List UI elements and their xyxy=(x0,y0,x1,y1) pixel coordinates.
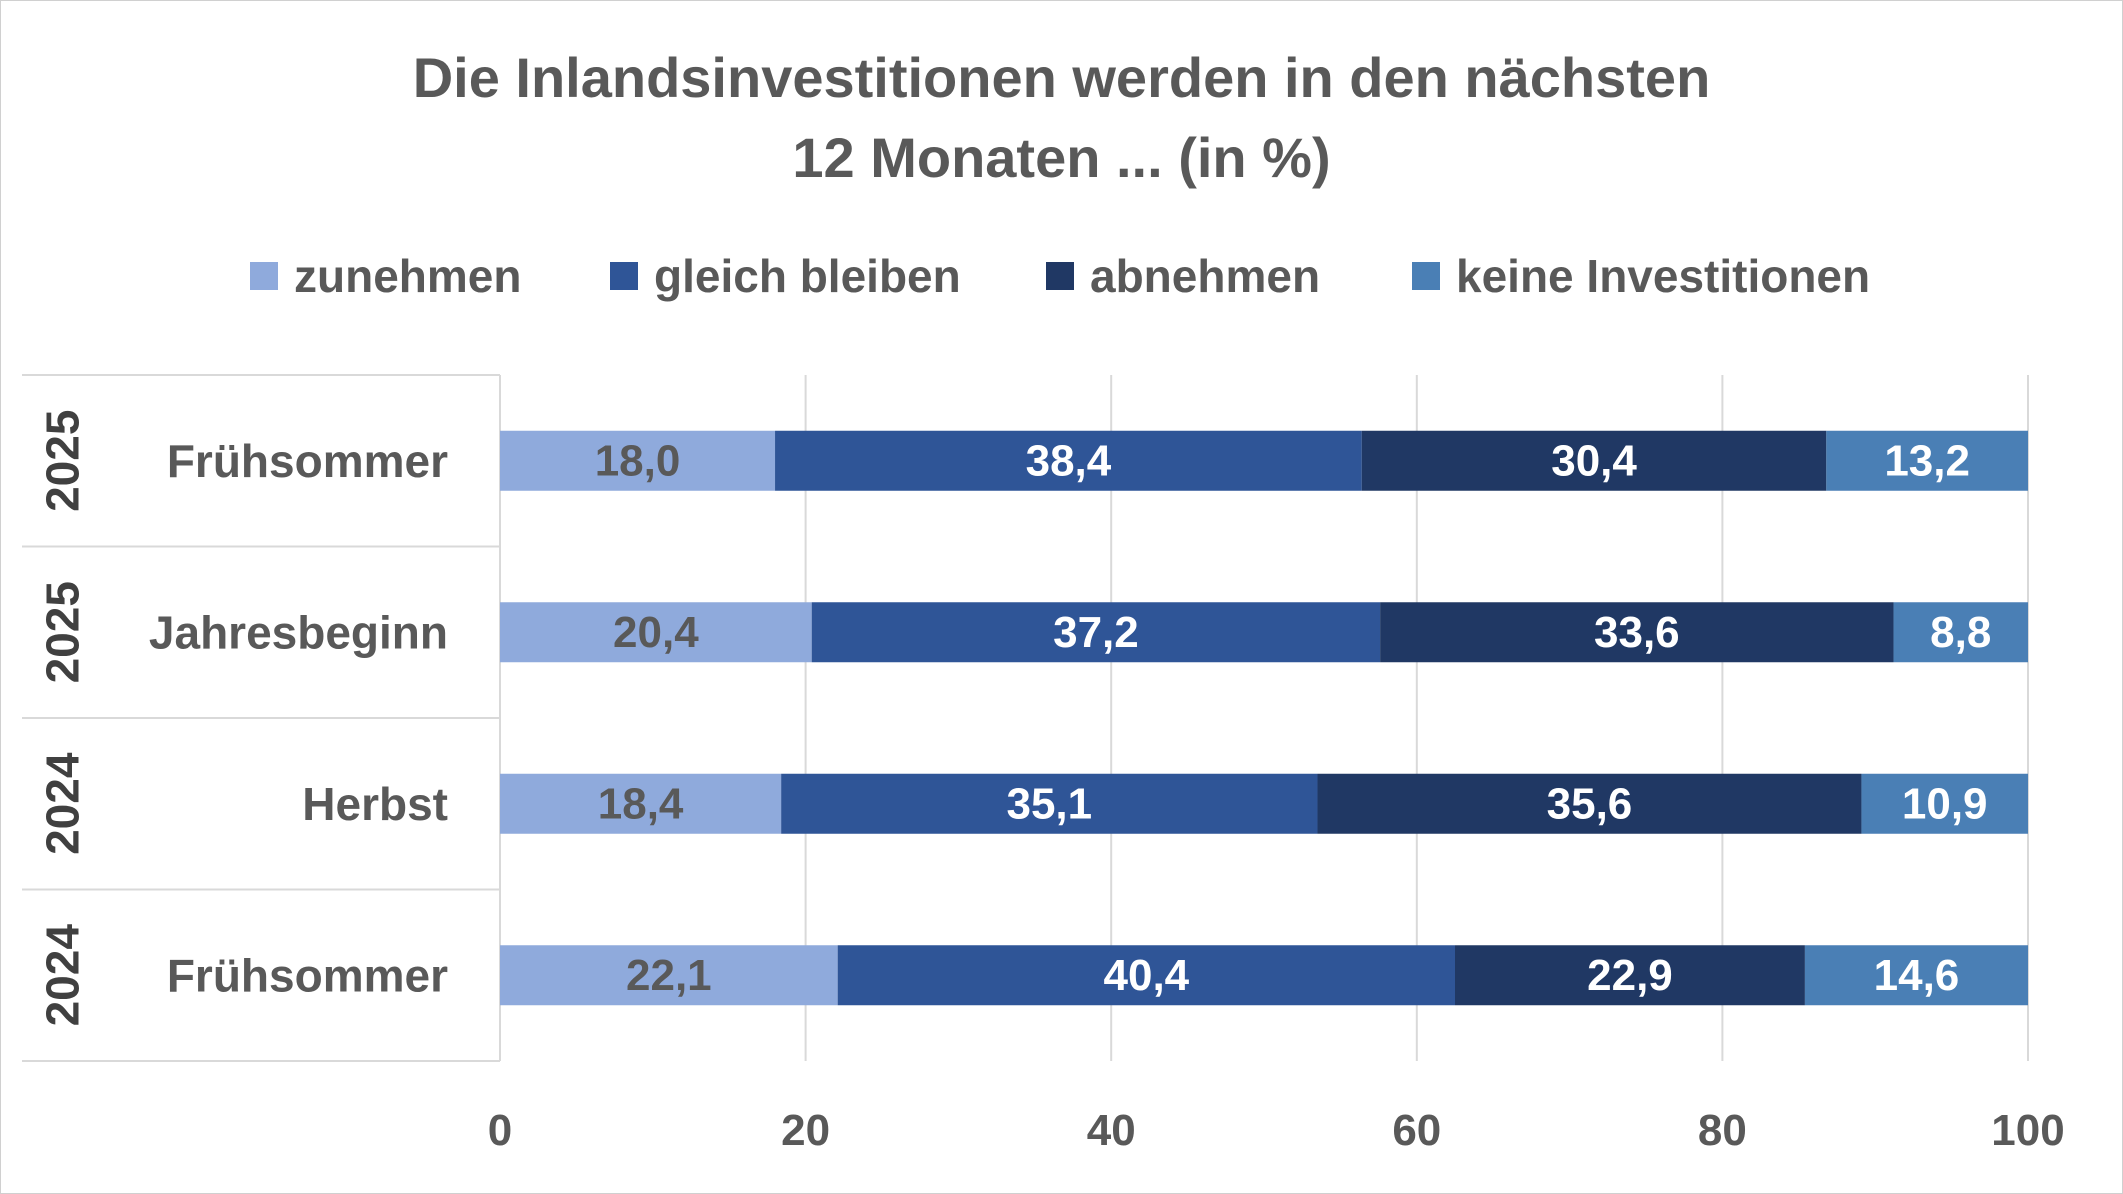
year-label: 2025 xyxy=(37,410,89,512)
legend-item-abnehmen: abnehmen xyxy=(1046,248,1320,304)
bar-abnehmen xyxy=(1361,430,1827,491)
bar-abnehmen xyxy=(1317,773,1862,834)
year-label: 2024 xyxy=(37,752,89,855)
chart-legend: zunehmen gleich bleiben abnehmen keine I… xyxy=(0,248,2123,304)
legend-label-gleich-bleiben: gleich bleiben xyxy=(654,250,961,302)
data-label-keine-investitionen: 13,2 xyxy=(1884,436,1970,485)
data-label-abnehmen: 22,9 xyxy=(1587,951,1673,1000)
data-label-keine-investitionen: 8,8 xyxy=(1930,608,1991,657)
data-label-abnehmen: 35,6 xyxy=(1547,779,1633,828)
data-label-zunehmen: 20,4 xyxy=(613,608,699,657)
data-label-keine-investitionen: 10,9 xyxy=(1902,779,1988,828)
bar-keine-investitionen xyxy=(1826,430,2028,491)
chart-title-line-1: Die Inlandsinvestitionen werden in den n… xyxy=(412,46,1711,109)
bar-gleich-bleiben xyxy=(837,945,1455,1006)
chart-title-line-2: 12 Monaten ... (in %) xyxy=(792,126,1331,189)
bar-zunehmen xyxy=(500,945,838,1006)
bar-keine-investitionen xyxy=(1861,773,2028,834)
bar-abnehmen xyxy=(1380,602,1894,663)
legend-label-keine-investitionen: keine Investitionen xyxy=(1456,250,1871,302)
bar-zunehmen xyxy=(500,773,782,834)
year-label: 2025 xyxy=(37,581,89,683)
data-label-gleich-bleiben: 37,2 xyxy=(1053,608,1139,657)
legend-label-abnehmen: abnehmen xyxy=(1090,250,1321,302)
x-tick-label-40: 40 xyxy=(1087,1106,1136,1155)
category-label-fr-hsommer: Frühsommer xyxy=(167,949,448,1001)
legend-item-gleich-bleiben: gleich bleiben xyxy=(610,248,961,304)
legend-item-zunehmen: zunehmen xyxy=(250,248,521,304)
data-label-abnehmen: 30,4 xyxy=(1551,436,1637,485)
bar-zunehmen xyxy=(500,430,776,491)
data-label-gleich-bleiben: 38,4 xyxy=(1026,436,1112,485)
bar-gleich-bleiben xyxy=(811,602,1381,663)
x-tick-label-80: 80 xyxy=(1698,1106,1747,1155)
legend-swatch-abnehmen xyxy=(1046,262,1074,290)
x-tick-label-0: 0 xyxy=(488,1106,512,1155)
category-label-fr-hsommer: Frühsommer xyxy=(167,435,448,487)
data-label-zunehmen: 18,4 xyxy=(598,779,684,828)
category-label-herbst: Herbst xyxy=(302,778,448,830)
data-label-gleich-bleiben: 35,1 xyxy=(1006,779,1092,828)
legend-swatch-gleich-bleiben xyxy=(610,262,638,290)
category-label-jahresbeginn: Jahresbeginn xyxy=(149,606,448,658)
data-label-zunehmen: 22,1 xyxy=(626,951,712,1000)
data-label-abnehmen: 33,6 xyxy=(1594,608,1680,657)
chart-title: Die Inlandsinvestitionen werden in den n… xyxy=(0,38,2123,198)
bar-abnehmen xyxy=(1455,945,1805,1006)
bar-keine-investitionen xyxy=(1893,602,2028,663)
legend-item-keine-investitionen: keine Investitionen xyxy=(1412,248,1870,304)
legend-swatch-zunehmen xyxy=(250,262,278,290)
year-label: 2024 xyxy=(37,924,89,1027)
legend-label-zunehmen: zunehmen xyxy=(294,250,522,302)
data-label-gleich-bleiben: 40,4 xyxy=(1104,951,1190,1000)
legend-swatch-keine-investitionen xyxy=(1412,262,1440,290)
x-tick-label-100: 100 xyxy=(1991,1106,2064,1155)
data-label-keine-investitionen: 14,6 xyxy=(1874,951,1960,1000)
bar-zunehmen xyxy=(500,602,812,663)
bar-gleich-bleiben xyxy=(781,773,1318,834)
bar-keine-investitionen xyxy=(1804,945,2028,1006)
data-label-zunehmen: 18,0 xyxy=(595,436,681,485)
x-tick-label-60: 60 xyxy=(1392,1106,1441,1155)
x-tick-label-20: 20 xyxy=(781,1106,830,1155)
bar-gleich-bleiben xyxy=(775,430,1362,491)
